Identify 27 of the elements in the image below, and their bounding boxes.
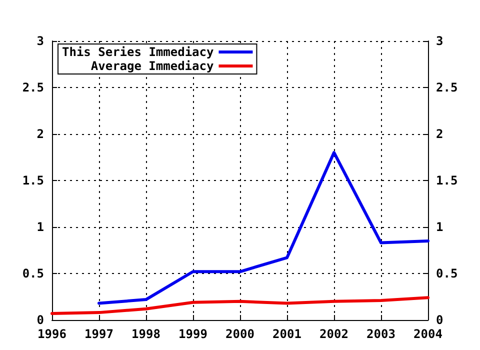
y2-tick-label: 0 <box>436 313 444 327</box>
x-tick-label: 1999 <box>178 327 208 341</box>
y-tick-label: 1.5 <box>22 174 44 188</box>
y-tick-label: 0.5 <box>22 266 44 280</box>
y-tick-label: 1 <box>36 220 44 234</box>
y-tick-label: 2 <box>36 127 44 141</box>
legend-label: Average Immediacy <box>90 59 214 73</box>
x-tick-label: 1996 <box>38 327 66 341</box>
x-tick-label: 1998 <box>132 327 160 341</box>
x-tick-label: 2000 <box>226 327 254 341</box>
y-tick-label: 3 <box>36 34 44 48</box>
y2-tick-label: 0.5 <box>436 266 458 280</box>
line-series <box>50 296 430 315</box>
y-tick-label: 0 <box>36 313 44 327</box>
y2-tick-label: 2 <box>436 127 444 141</box>
y-tick-label: 2.5 <box>22 80 44 94</box>
y2-tick-label: 2.5 <box>436 80 458 94</box>
legend-label: This Series Immediacy <box>62 45 214 59</box>
y2-tick-label: 1.5 <box>436 174 458 188</box>
x-tick-label: 2004 <box>414 327 442 341</box>
y2-tick-label: 3 <box>436 34 444 48</box>
y2-tick-label: 1 <box>436 220 444 234</box>
x-tick-label: 2001 <box>272 327 302 341</box>
x-tick-label: 2003 <box>366 327 396 341</box>
x-tick-label: 2002 <box>320 327 348 341</box>
line-series <box>98 151 430 305</box>
x-tick-label: 1997 <box>84 327 114 341</box>
